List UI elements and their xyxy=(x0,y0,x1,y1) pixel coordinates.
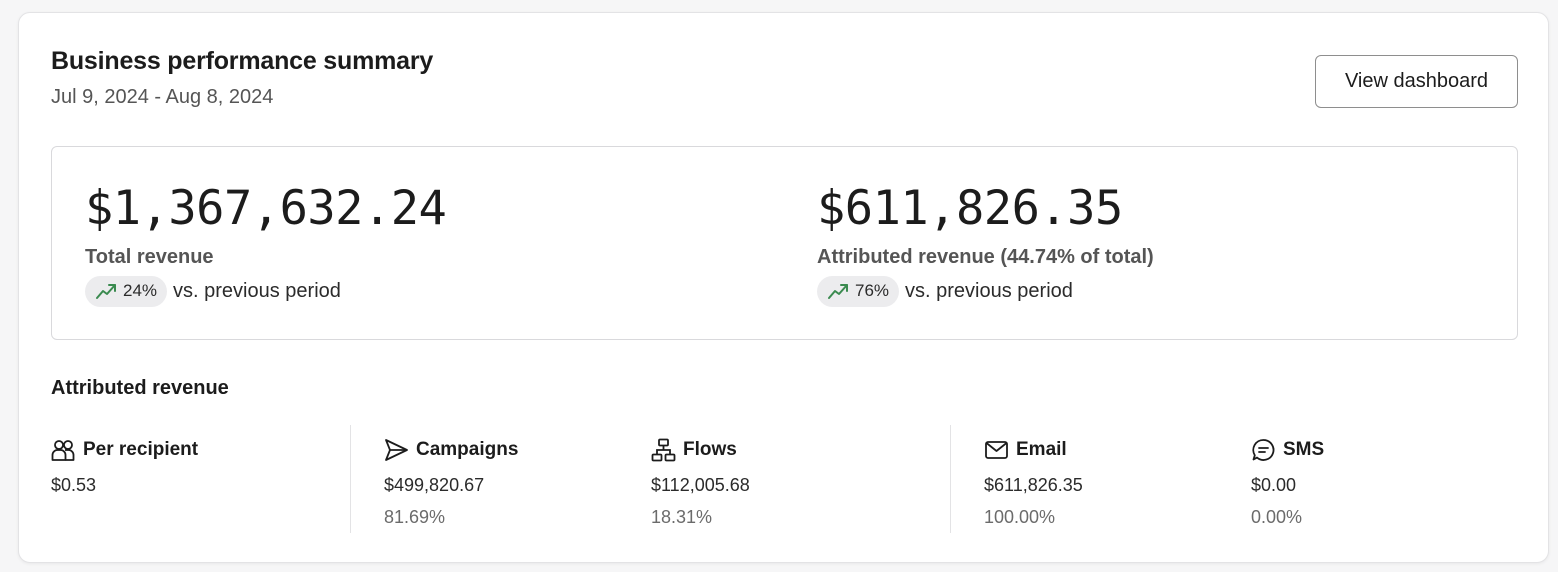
attributed-revenue-heading: Attributed revenue xyxy=(51,377,229,399)
column-divider xyxy=(950,425,951,533)
stat-header: SMS xyxy=(1251,437,1324,463)
trend-up-icon xyxy=(828,284,848,299)
comparison-text: vs. previous period xyxy=(905,279,1073,302)
change-badge: 76% xyxy=(817,275,900,307)
stat-percent: 81.69% xyxy=(384,507,446,527)
stat-label: SMS xyxy=(1283,439,1325,460)
sms-icon xyxy=(1252,439,1275,461)
stat-per-recipient: Per recipient $0.53 xyxy=(51,437,198,496)
send-icon xyxy=(385,439,408,461)
flow-icon xyxy=(651,438,676,462)
stat-value: $0.53 xyxy=(51,475,97,495)
stat-campaigns: Campaigns $499,820.67 81.69% xyxy=(384,437,518,528)
stat-flows: Flows $112,005.68 18.31% xyxy=(651,437,750,528)
total-revenue-metric: $1,367,632.24 Total revenue 24% vs. prev… xyxy=(85,181,447,307)
total-revenue-change: 24% vs. previous period xyxy=(85,275,446,307)
people-icon xyxy=(51,440,75,461)
stat-header: Email xyxy=(984,437,1083,463)
stat-header: Flows xyxy=(651,437,750,463)
attributed-revenue-value: $611,826.35 xyxy=(817,181,1123,236)
stat-sms: SMS $0.00 0.00% xyxy=(1251,437,1324,528)
stat-header: Per recipient xyxy=(51,437,198,463)
card-title: Business performance summary xyxy=(51,47,434,75)
stat-value: $112,005.68 xyxy=(651,475,750,495)
change-badge: 24% xyxy=(85,275,168,307)
stat-label: Campaigns xyxy=(416,439,519,460)
stat-label: Per recipient xyxy=(83,439,199,460)
attributed-revenue-label: Attributed revenue (44.74% of total) xyxy=(817,246,1154,268)
view-dashboard-button[interactable]: View dashboard xyxy=(1315,55,1518,108)
stat-value: $611,826.35 xyxy=(984,475,1083,495)
business-performance-card: Business performance summary Jul 9, 2024… xyxy=(18,12,1549,563)
comparison-text: vs. previous period xyxy=(173,279,341,302)
stat-percent: 0.00% xyxy=(1251,507,1303,527)
stat-label: Email xyxy=(1016,439,1067,460)
email-icon xyxy=(985,441,1008,459)
stat-value: $499,820.67 xyxy=(384,475,485,495)
stat-value: $0.00 xyxy=(1251,475,1297,495)
change-percent: 24% xyxy=(123,281,158,300)
change-percent: 76% xyxy=(855,281,890,300)
stat-header: Campaigns xyxy=(384,437,518,463)
stat-email: Email $611,826.35 100.00% xyxy=(984,437,1083,528)
attributed-revenue-change: 76% vs. previous period xyxy=(817,275,1154,307)
trend-up-icon xyxy=(96,284,116,299)
revenue-summary-box: $1,367,632.24 Total revenue 24% vs. prev… xyxy=(51,146,1518,340)
column-divider xyxy=(350,425,351,533)
stat-percent: 18.31% xyxy=(651,507,713,527)
stat-percent: 100.00% xyxy=(984,507,1056,527)
stat-label: Flows xyxy=(683,439,737,460)
attributed-revenue-metric: $611,826.35 Attributed revenue (44.74% o… xyxy=(817,181,1154,307)
total-revenue-label: Total revenue xyxy=(85,246,214,268)
total-revenue-value: $1,367,632.24 xyxy=(85,181,447,236)
date-range: Jul 9, 2024 - Aug 8, 2024 xyxy=(51,86,274,108)
